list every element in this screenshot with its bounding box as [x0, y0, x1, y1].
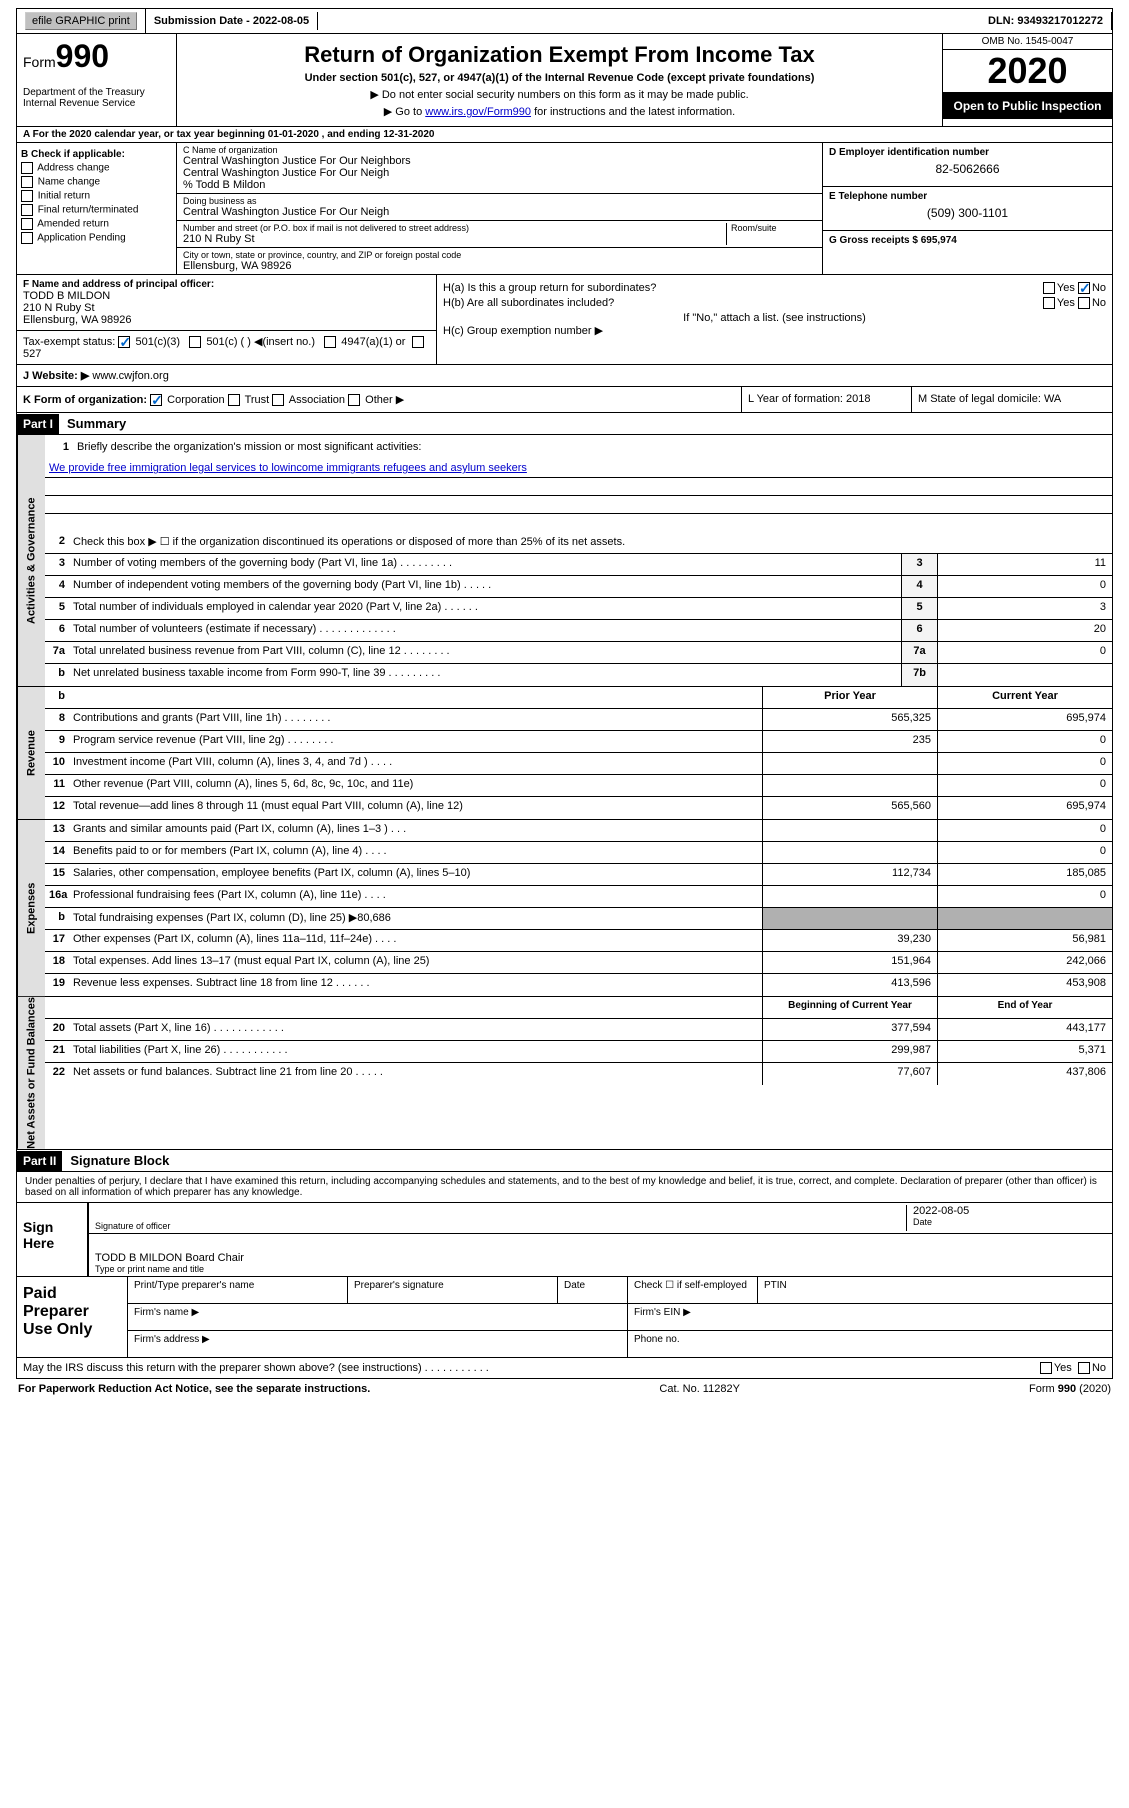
department: Department of the Treasury Internal Reve… [23, 87, 170, 109]
omb-number: OMB No. 1545-0047 [943, 34, 1112, 50]
form-title: Return of Organization Exempt From Incom… [181, 42, 938, 68]
section-h: H(a) Is this a group return for subordin… [437, 275, 1112, 364]
paid-preparer-label: Paid Preparer Use Only [17, 1277, 127, 1357]
efile-button-wrap: efile GRAPHIC print [17, 9, 146, 33]
sign-here-label: Sign Here [17, 1203, 87, 1276]
section-f: F Name and address of principal officer:… [17, 275, 437, 364]
tax-exempt-status: Tax-exempt status: 501(c)(3) 501(c) ( ) … [17, 330, 436, 364]
note-ssn: ▶ Do not enter social security numbers o… [181, 88, 938, 101]
ein-value: 82-5062666 [829, 162, 1106, 176]
mission-text: We provide free immigration legal servic… [49, 462, 527, 474]
row-klm: K Form of organization: Corporation Trus… [16, 387, 1113, 413]
name-title-field[interactable]: TODD B MILDON Board ChairType or print n… [95, 1236, 1106, 1274]
website-row: J Website: ▶ www.cwjfon.org [16, 365, 1113, 387]
section-de: D Employer identification number 82-5062… [822, 143, 1112, 274]
gross-receipts: G Gross receipts $ 695,974 [829, 235, 1106, 246]
section-b: B Check if applicable: Address change Na… [17, 143, 177, 274]
signature-field[interactable]: Signature of officer [95, 1205, 906, 1231]
perjury-text: Under penalties of perjury, I declare th… [17, 1172, 1112, 1202]
activities-side-label: Activities & Governance [17, 435, 45, 686]
irs-link[interactable]: www.irs.gov/Form990 [425, 106, 531, 118]
part2-header: Part II Signature Block [16, 1150, 1113, 1172]
bottom-line: For Paperwork Reduction Act Notice, see … [16, 1379, 1113, 1399]
netassets-side-label: Net Assets or Fund Balances [17, 997, 45, 1149]
efile-print-button[interactable]: efile GRAPHIC print [25, 12, 137, 30]
line-a: A For the 2020 calendar year, or tax yea… [16, 127, 1113, 143]
section-c: C Name of organization Central Washingto… [177, 143, 822, 274]
form-header: Form990 Department of the Treasury Inter… [16, 34, 1113, 127]
revenue-side-label: Revenue [17, 687, 45, 819]
form-subtitle: Under section 501(c), 527, or 4947(a)(1)… [181, 72, 938, 84]
public-inspection: Open to Public Inspection [943, 93, 1112, 119]
expenses-side-label: Expenses [17, 820, 45, 996]
phone-value: (509) 300-1101 [829, 206, 1106, 220]
tax-year: 2020 [943, 50, 1112, 93]
phone-label: E Telephone number [829, 191, 1106, 202]
part1-header: Part I Summary [16, 413, 1113, 435]
ein-label: D Employer identification number [829, 147, 1106, 158]
submission-date: Submission Date - 2022-08-05 [146, 12, 318, 30]
discuss-row: May the IRS discuss this return with the… [16, 1358, 1113, 1379]
dln: DLN: 93493217012272 [318, 12, 1112, 30]
topbar: efile GRAPHIC print Submission Date - 20… [16, 8, 1113, 34]
form-label: Form990 [23, 38, 170, 75]
note-goto: ▶ Go to www.irs.gov/Form990 for instruct… [181, 105, 938, 118]
